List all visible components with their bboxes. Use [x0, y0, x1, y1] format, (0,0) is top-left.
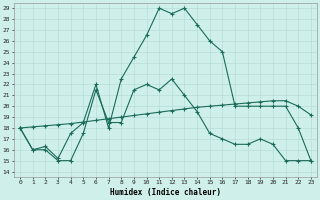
X-axis label: Humidex (Indice chaleur): Humidex (Indice chaleur): [110, 188, 221, 197]
